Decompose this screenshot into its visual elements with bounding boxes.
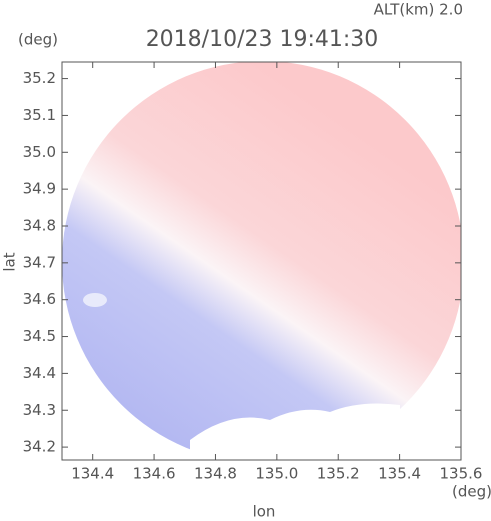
x-axis-label: lon [253, 503, 276, 521]
x-tick-label: 134.6 [133, 465, 176, 483]
y-tick-label: 35.2 [23, 69, 56, 87]
y-tick-label: 34.6 [23, 290, 56, 308]
y-tick-label: 34.7 [23, 253, 56, 271]
y-tick-label: 34.9 [23, 180, 56, 198]
radar-field [62, 62, 461, 460]
x-tick-label: 134.4 [71, 465, 114, 483]
y-tick-label: 34.2 [23, 438, 56, 456]
plot-frame [61, 61, 462, 461]
y-tick-label: 34.4 [23, 364, 56, 382]
chart-title: 2018/10/23 19:41:30 [146, 27, 379, 52]
x-tick-label: 135.6 [440, 465, 483, 483]
y-unit: (deg) [18, 31, 58, 49]
x-tick-label: 135.2 [317, 465, 360, 483]
subtitle: ALT(km) 2.0 [374, 1, 463, 19]
y-tick-label: 35.1 [23, 106, 56, 124]
x-tick-label: 135.4 [378, 465, 421, 483]
y-tick-label: 34.5 [23, 327, 56, 345]
x-tick-label: 135.0 [255, 465, 298, 483]
y-tick-label: 34.3 [23, 401, 56, 419]
y-tick-label: 35.0 [23, 143, 56, 161]
y-axis-label: lat [1, 252, 19, 271]
x-tick-label: 134.8 [194, 465, 237, 483]
y-tick-label: 34.8 [23, 216, 56, 234]
x-unit: (deg) [452, 483, 491, 501]
